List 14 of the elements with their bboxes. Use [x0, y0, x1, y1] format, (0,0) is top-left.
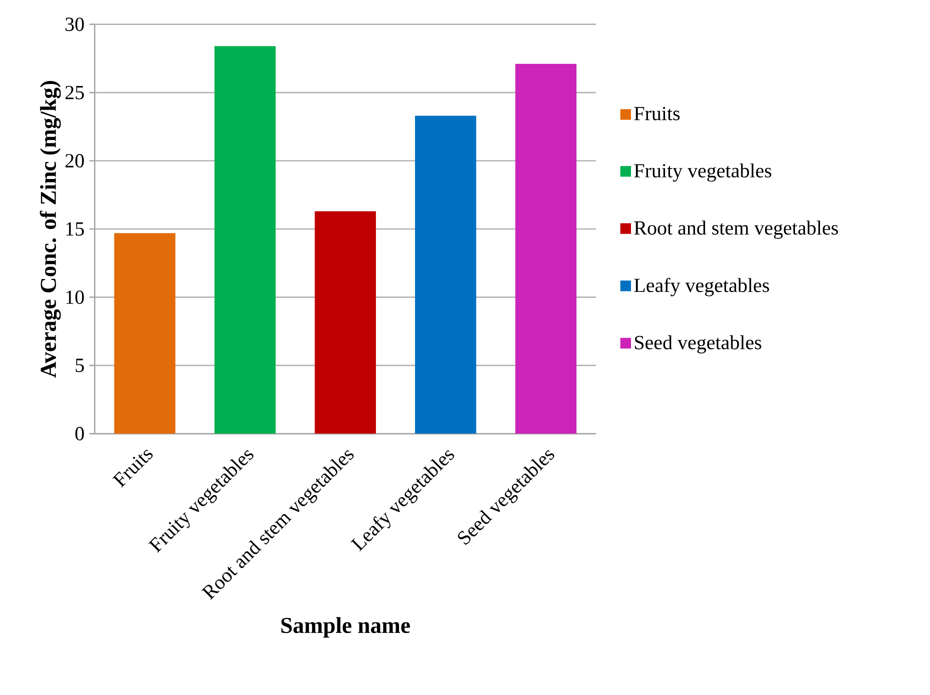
- y-tick-label: 30: [66, 18, 84, 32]
- legend-label: Fruits: [634, 106, 680, 120]
- y-tick-label: 10: [66, 290, 84, 304]
- legend-label: Root and stem vegetables: [634, 220, 838, 239]
- y-tick-label: 0: [75, 426, 84, 440]
- x-axis-title: Sample name: [281, 617, 410, 638]
- legend-label: Fruity vegetables: [634, 163, 772, 182]
- legend-label: Leafy vegetables: [634, 278, 769, 296]
- legend-label: Seed vegetables: [635, 335, 762, 354]
- y-tick-label: 5: [76, 358, 84, 372]
- y-axis-title: Average Conc. of Zinc (mg/kg): [40, 81, 61, 378]
- y-tick-label: 20: [66, 154, 84, 168]
- y-tick-label: 15: [66, 222, 84, 236]
- y-tick-label: 25: [66, 86, 84, 100]
